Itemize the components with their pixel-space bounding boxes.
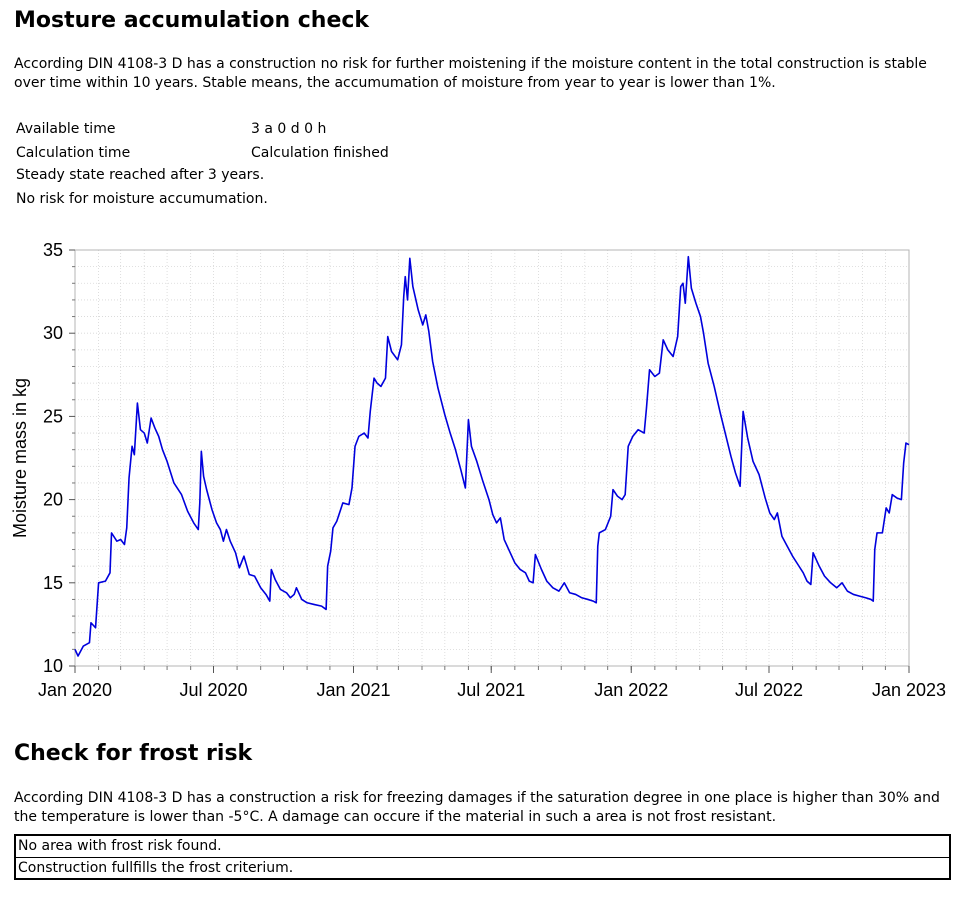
y-tick-labels: 10 15 20 25 30 35 (43, 240, 63, 676)
y-tick-label: 35 (43, 240, 63, 260)
x-tick-label: Jan 2021 (316, 680, 390, 700)
y-axis-label: Moisture mass in kg (10, 378, 30, 538)
y-tick-label: 10 (43, 656, 63, 676)
y-tick-label: 25 (43, 406, 63, 426)
available-time-value: 3 a 0 d 0 h (251, 121, 327, 137)
moisture-description: According DIN 4108-3 D has a constructio… (14, 56, 927, 91)
steady-state-text: Steady state reached after 3 years. (16, 167, 265, 183)
frost-result-table: No area with frost risk found. Construct… (14, 834, 951, 880)
plot-frame (74, 249, 910, 667)
x-tick-label: Jan 2020 (38, 680, 112, 700)
frost-description: According DIN 4108-3 D has a constructio… (14, 790, 940, 825)
moisture-title: Mosture accumulation check (14, 8, 370, 33)
x-tick-label: Jul 2022 (735, 680, 803, 700)
x-tick-label: Jul 2021 (457, 680, 525, 700)
moisture-chart: 10 15 20 25 30 35 Jan 2020 Jul 2020 Jan 2021 Jul… (10, 240, 946, 700)
risk-result-text: No risk for moisture accumumation. (16, 191, 268, 207)
y-tick-label: 30 (43, 323, 63, 343)
available-time-label: Available time (16, 121, 116, 137)
frost-result-row: Construction fullfills the frost criteri… (16, 857, 949, 878)
axis-ticks (69, 249, 910, 673)
y-tick-label: 20 (43, 490, 63, 510)
available-time-row: Available time 3 a 0 d 0 h (16, 120, 326, 139)
frost-result-row: No area with frost risk found. (18, 838, 222, 854)
chart-grid (75, 250, 909, 666)
calc-time-row: Calculation time Calculation finished (16, 144, 389, 163)
y-tick-label: 15 (43, 573, 63, 593)
series-line-moisture-mass (74, 255, 910, 657)
calc-time-label: Calculation time (16, 145, 131, 161)
frost-title: Check for frost risk (14, 741, 253, 766)
x-tick-label: Jan 2023 (872, 680, 946, 700)
x-tick-labels: Jan 2020 Jul 2020 Jan 2021 Jul 2021 Jan 2022… (38, 680, 946, 700)
calc-time-value: Calculation finished (251, 145, 389, 161)
x-tick-label: Jan 2022 (594, 680, 668, 700)
x-tick-label: Jul 2020 (179, 680, 247, 700)
